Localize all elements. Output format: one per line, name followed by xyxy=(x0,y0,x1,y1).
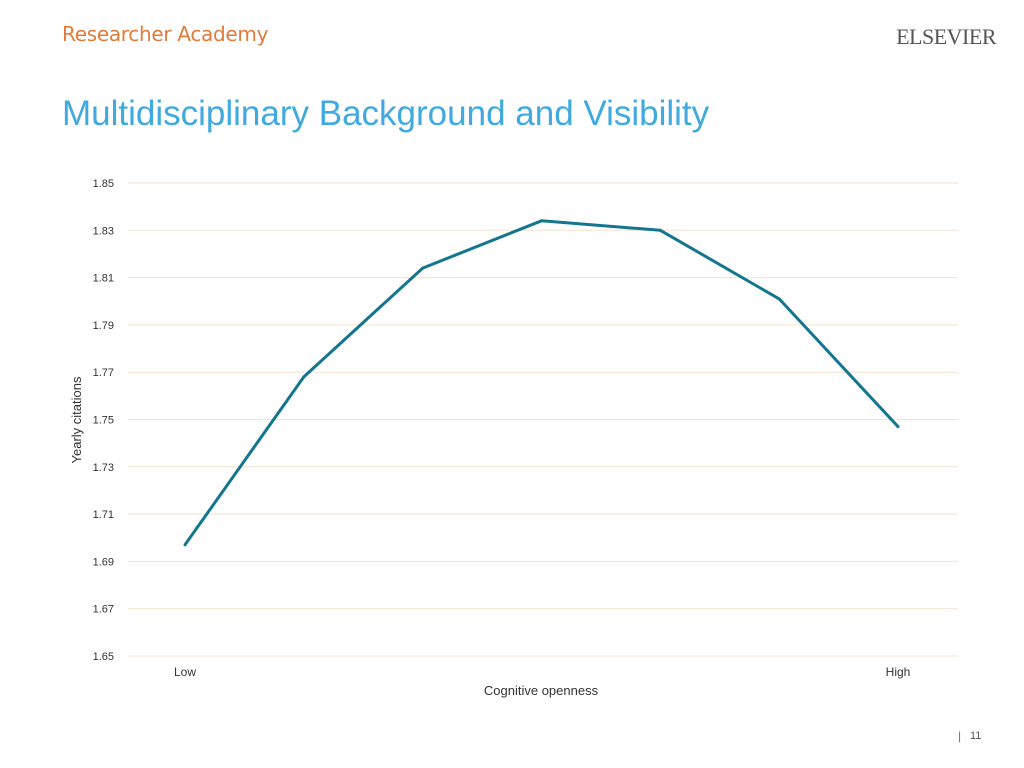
y-tick-label: 1.65 xyxy=(93,651,114,663)
y-axis-label: Yearly citations xyxy=(69,376,84,463)
y-tick-label: 1.69 xyxy=(93,556,114,568)
y-tick-label: 1.79 xyxy=(93,320,114,332)
x-tick-label: Low xyxy=(174,665,196,679)
series-line xyxy=(183,219,900,546)
y-tick-label: 1.73 xyxy=(93,462,114,474)
y-tick-label: 1.77 xyxy=(93,367,114,379)
x-tick-label: High xyxy=(886,665,911,679)
data-point xyxy=(658,228,662,232)
data-point xyxy=(302,375,306,379)
series-layer xyxy=(183,219,900,547)
y-tick-labels: 1.85 1.83 1.81 1.79 1.77 1.75 1.73 1.71 1.69 1.67… xyxy=(93,178,114,663)
y-tick-label: 1.67 xyxy=(93,604,114,616)
y-tick-label: 1.71 xyxy=(93,509,114,521)
slide-title: Multidisciplinary Background and Visibil… xyxy=(62,94,710,133)
page-number: 11 xyxy=(970,730,982,742)
data-point xyxy=(540,219,543,223)
x-axis-label: Cognitive openness xyxy=(484,683,599,698)
y-tick-label: 1.81 xyxy=(93,273,114,285)
brand-logo-text: Researcher Academy xyxy=(62,22,269,46)
gridlines xyxy=(128,182,958,657)
data-point xyxy=(896,425,900,429)
footer-separator: | xyxy=(958,729,962,743)
publisher-logo-text: ELSEVIER xyxy=(896,24,996,49)
data-point xyxy=(183,543,187,547)
y-tick-label: 1.85 xyxy=(93,178,114,190)
y-tick-label: 1.75 xyxy=(93,415,114,427)
data-point xyxy=(421,266,425,270)
x-tick-labels: Low High xyxy=(174,665,910,679)
y-tick-label: 1.83 xyxy=(93,225,114,237)
data-point xyxy=(777,297,781,301)
